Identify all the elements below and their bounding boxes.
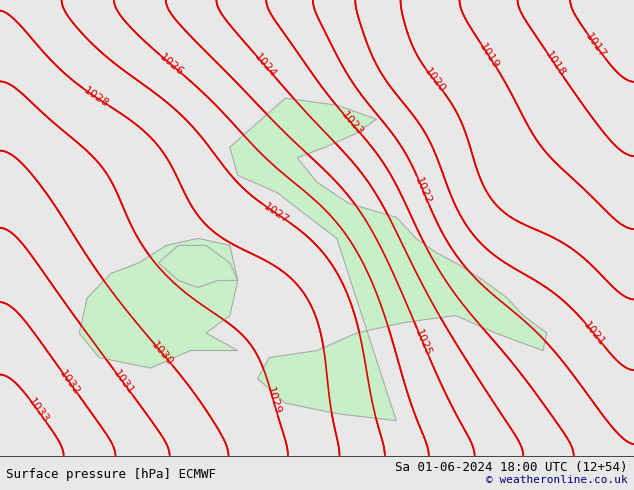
Text: 1027: 1027 xyxy=(262,201,290,225)
Text: 1028: 1028 xyxy=(82,86,111,110)
Polygon shape xyxy=(230,98,547,420)
Text: 1021: 1021 xyxy=(581,320,607,348)
Text: 1030: 1030 xyxy=(150,340,176,368)
Text: Surface pressure [hPa] ECMWF: Surface pressure [hPa] ECMWF xyxy=(6,467,216,481)
Text: 1033: 1033 xyxy=(26,396,51,425)
Text: 1019: 1019 xyxy=(477,42,501,71)
Text: 1017: 1017 xyxy=(583,31,608,60)
Text: 1032: 1032 xyxy=(58,368,82,397)
Text: 1024: 1024 xyxy=(252,51,278,79)
Text: 1022: 1022 xyxy=(413,175,433,205)
Text: 1026: 1026 xyxy=(158,52,186,78)
Text: 1018: 1018 xyxy=(543,49,567,78)
Polygon shape xyxy=(158,245,238,288)
Text: Sa 01-06-2024 18:00 UTC (12+54): Sa 01-06-2024 18:00 UTC (12+54) xyxy=(395,461,628,474)
Text: 1025: 1025 xyxy=(413,328,433,358)
Text: 1029: 1029 xyxy=(265,386,282,416)
Text: 1020: 1020 xyxy=(422,66,447,95)
Polygon shape xyxy=(79,238,238,368)
Text: 1023: 1023 xyxy=(339,110,365,138)
Text: © weatheronline.co.uk: © weatheronline.co.uk xyxy=(486,475,628,485)
Text: 1031: 1031 xyxy=(111,368,136,397)
